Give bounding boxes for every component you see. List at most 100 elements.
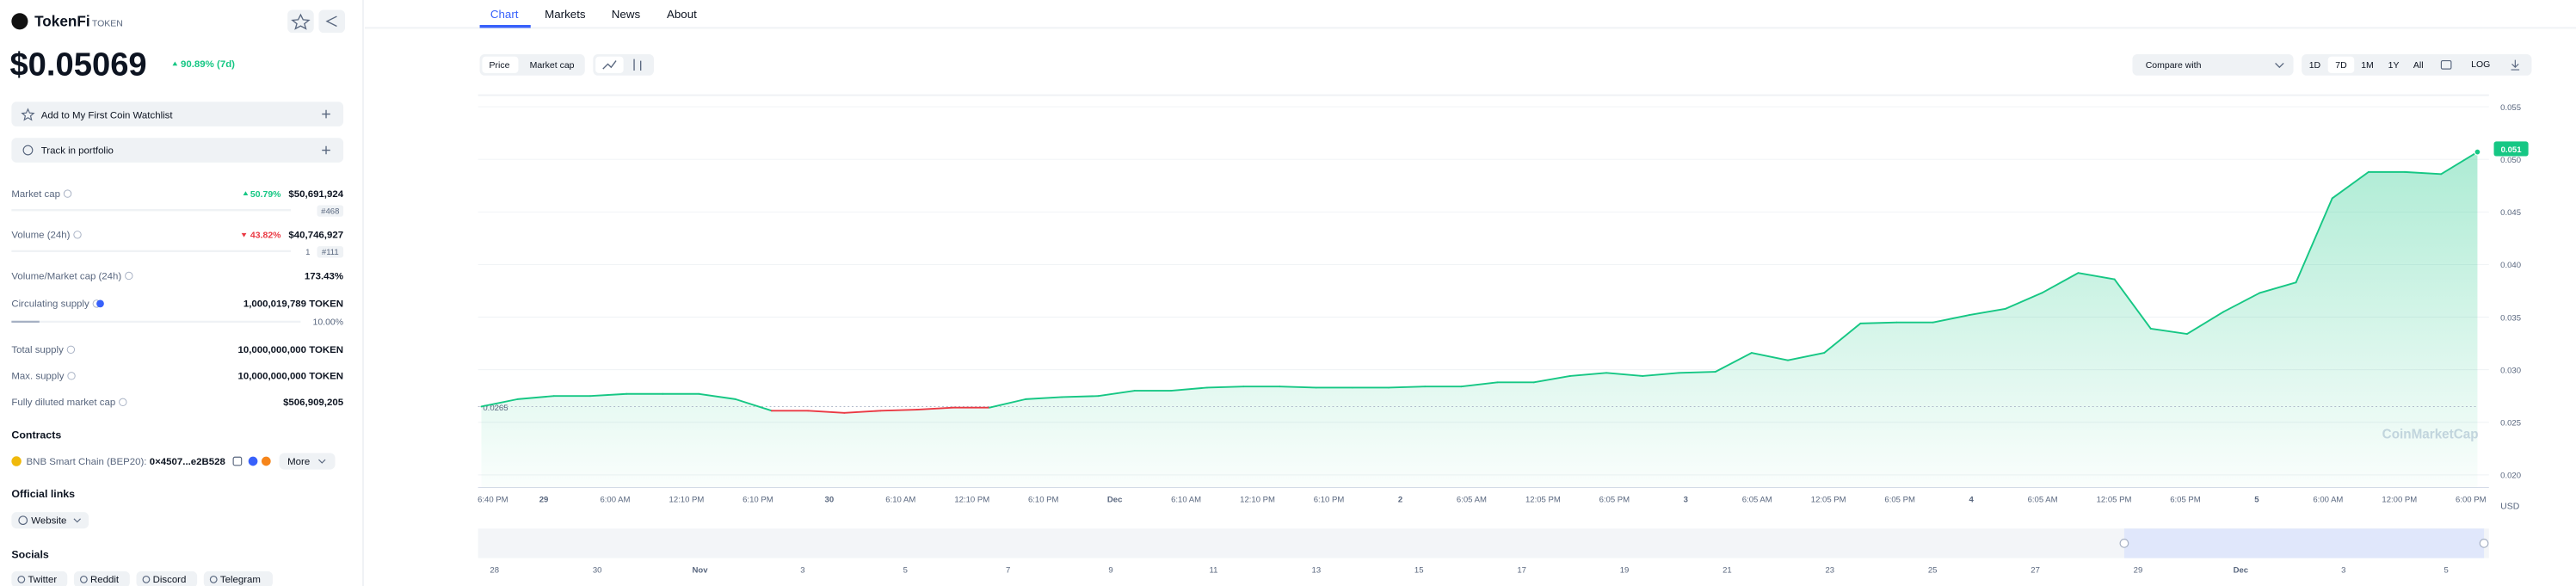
navigator-tick-label: 3 [2341, 566, 2345, 576]
metamask-icon[interactable] [261, 456, 271, 466]
chain-icon [11, 456, 22, 466]
navigator-tick-label: Nov [693, 566, 709, 576]
price-line [1279, 386, 1317, 389]
chart-type-selected[interactable] [595, 56, 624, 73]
price-line [1642, 372, 1680, 377]
ranges: 1D 7D 1M 1Y All [2309, 61, 2424, 71]
stat-label: Market cap [11, 189, 60, 200]
price-line [843, 410, 882, 414]
y-tick-label: 0.035 [2500, 313, 2521, 323]
price-line [2113, 278, 2152, 330]
stat-value: 1,000,019,789 TOKEN [243, 299, 343, 310]
watchlist-button[interactable] [11, 102, 344, 126]
info-icon [125, 271, 133, 281]
calendar-icon[interactable] [2440, 60, 2452, 70]
price-tag [2493, 141, 2529, 157]
price-line [1532, 375, 1571, 384]
wallet-icon[interactable] [248, 456, 258, 466]
price-line [1859, 321, 1898, 324]
stat-label: Volume (24h) [11, 231, 70, 241]
navigator-tick-label: 19 [1620, 566, 1630, 576]
navigator-handle[interactable] [2119, 539, 2129, 548]
mode[interactable]: Market cap [530, 61, 575, 71]
social-label: Discord [153, 575, 187, 585]
plus-icon [322, 145, 330, 155]
portfolio-icon [22, 145, 34, 156]
compare-dropdown[interactable] [2132, 53, 2294, 76]
chevron [2275, 62, 2284, 69]
price-line [1206, 386, 1245, 389]
stat-percent: 10.00% [312, 318, 343, 328]
navigator-handle[interactable] [2479, 539, 2489, 548]
stat-label: Total supply [11, 345, 64, 355]
portfolio-button[interactable] [11, 138, 344, 163]
navigator-tick-label: 21 [1722, 566, 1732, 576]
range-selected [2327, 56, 2355, 73]
navigator-tick-label: 11 [1210, 566, 1218, 576]
social-button[interactable] [136, 571, 198, 586]
stat-value: $50,691,924 [288, 189, 343, 200]
social-label: Telegram [220, 575, 261, 585]
candle-icon[interactable] [633, 59, 642, 71]
price-line [589, 392, 628, 398]
tab[interactable]: Chart [490, 8, 519, 21]
mode[interactable]: Price [490, 61, 510, 71]
x-tick-label: 6:00 AM [600, 496, 630, 505]
x-tick-label: 6:10 PM [743, 496, 773, 505]
price-line [2295, 197, 2333, 284]
price-line [1061, 395, 1100, 398]
tab[interactable]: News [612, 8, 641, 21]
social-button[interactable] [11, 571, 68, 586]
range[interactable]: 1D [2309, 61, 2321, 71]
price-line [480, 398, 519, 408]
contract-address[interactable]: 0×4507...e2B528 [150, 457, 226, 467]
y-tick-label: 0.020 [2500, 472, 2521, 481]
x-tick-label: 6:05 PM [1884, 496, 1915, 505]
star-icon [21, 108, 35, 121]
price-line [807, 410, 846, 414]
tab[interactable]: Markets [545, 8, 586, 21]
website-button[interactable] [11, 512, 89, 529]
range[interactable]: 7D [2335, 61, 2347, 71]
last-point [2474, 148, 2481, 156]
price-line [1169, 386, 1209, 392]
x-tick-label: 6:10 PM [1028, 496, 1059, 505]
down-arrow [241, 232, 247, 237]
social-button[interactable] [203, 571, 273, 586]
x-tick-label: 12:10 PM [954, 496, 989, 505]
price-line [1823, 322, 1862, 355]
up-arrow [243, 191, 249, 195]
price-line [2186, 311, 2225, 336]
price-line [2149, 328, 2188, 336]
navigator-tick-label: 13 [1312, 566, 1322, 576]
copy-icon[interactable] [232, 456, 243, 466]
range[interactable]: 1Y [2388, 61, 2400, 71]
share-button[interactable] [318, 9, 345, 34]
x-tick-label: Dec [1107, 496, 1123, 505]
price-line [734, 398, 773, 412]
rank: #468 [321, 207, 339, 217]
x-tick-label: 12:05 PM [1811, 496, 1846, 505]
x-tick-label: 6:10 PM [1314, 496, 1345, 505]
navigator-tick-label: 9 [1108, 566, 1112, 576]
star-button[interactable] [287, 9, 314, 34]
tab[interactable]: About [667, 8, 697, 21]
price: $0.05069 [9, 46, 146, 83]
y-tick-label: 0.025 [2500, 419, 2521, 429]
download-icon[interactable] [2511, 59, 2520, 71]
x-tick-label: 6:10 AM [1171, 496, 1201, 505]
log-label[interactable]: LOG [2471, 60, 2490, 70]
range[interactable]: All [2413, 61, 2424, 71]
navigator-selection[interactable] [2123, 528, 2485, 558]
x-tick-label: 29 [539, 496, 549, 505]
more-button[interactable] [279, 453, 336, 470]
navigator-tick-label: Dec [2234, 566, 2249, 576]
website-label: Website [31, 516, 66, 527]
range[interactable]: 1M [2361, 61, 2374, 71]
y-tick-label: 0.030 [2500, 366, 2521, 375]
info-icon [66, 345, 76, 354]
navigator-tick-label: 27 [2031, 566, 2040, 576]
social-button[interactable] [73, 571, 130, 586]
coin-symbol: TOKEN [92, 20, 123, 29]
